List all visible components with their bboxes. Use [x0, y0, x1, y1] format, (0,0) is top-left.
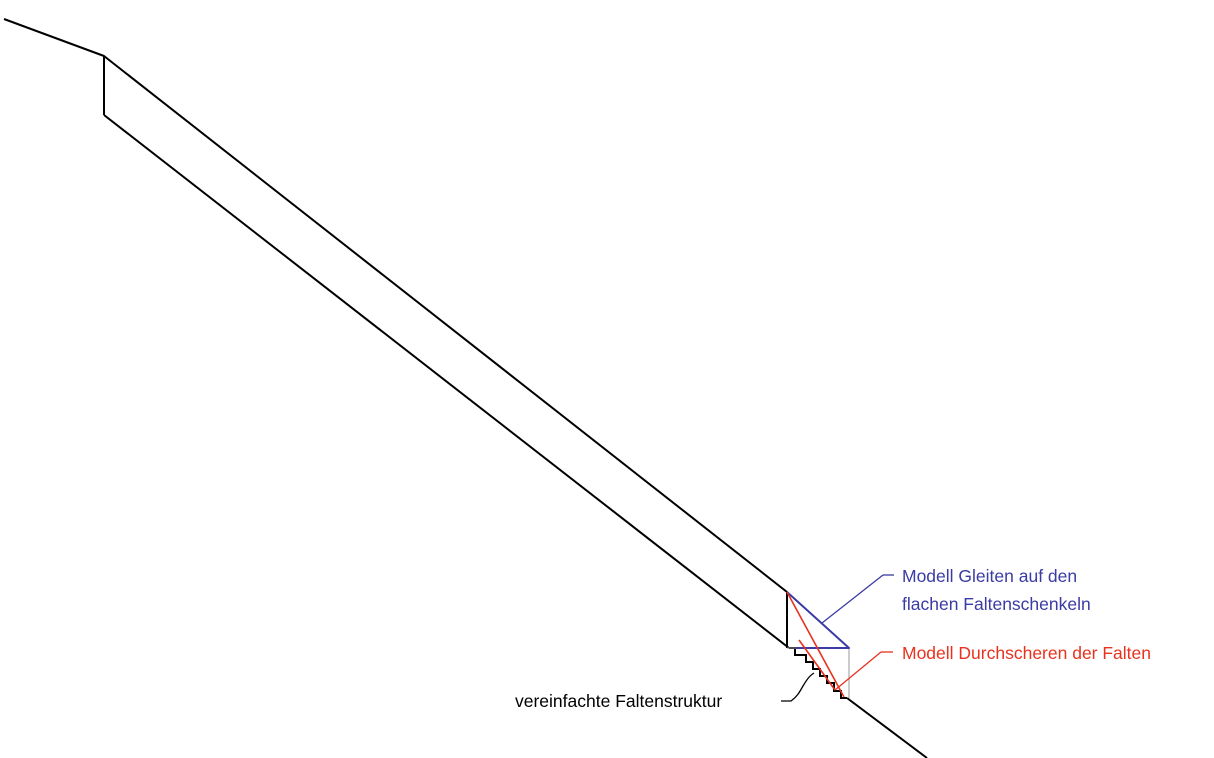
red-model-line-outer — [786, 591, 845, 698]
blue-model-leader — [821, 574, 884, 624]
label-blue-model-line2: flachen Faltenschenkeln — [902, 594, 1091, 614]
label-blue-model-line1: Modell Gleiten auf den — [902, 566, 1077, 586]
terrain-top-line — [3, 18, 788, 593]
red-model-line-inner — [798, 639, 836, 691]
fold-structure-leader — [781, 672, 815, 702]
fold-structure-steps — [789, 647, 847, 699]
blue-model-wedge — [786, 591, 850, 649]
label-fold-structure: vereinfachte Faltenstruktur — [515, 691, 722, 711]
red-model-leader — [834, 651, 882, 691]
label-red-model: Modell Durchscheren der Falten — [902, 643, 1151, 663]
sliding-mass-base-line — [103, 114, 790, 649]
base-continuation-line — [846, 697, 928, 758]
